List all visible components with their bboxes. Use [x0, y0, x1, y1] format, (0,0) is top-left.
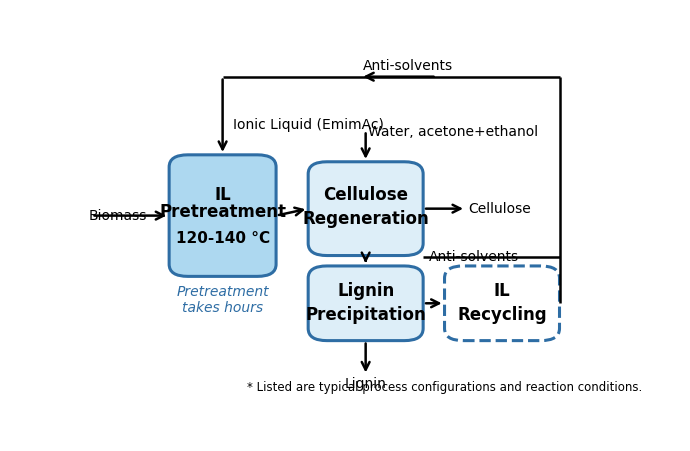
Text: Regeneration: Regeneration: [302, 210, 429, 228]
Text: IL: IL: [493, 282, 511, 300]
Text: Cellulose: Cellulose: [469, 202, 531, 216]
Text: Water, acetone+ethanol: Water, acetone+ethanol: [368, 125, 538, 139]
Text: 120-140 °C: 120-140 °C: [175, 230, 270, 246]
FancyBboxPatch shape: [169, 155, 276, 276]
Text: Recycling: Recycling: [457, 306, 547, 324]
FancyBboxPatch shape: [308, 266, 423, 341]
Text: Cellulose: Cellulose: [323, 186, 408, 204]
Text: Biomass: Biomass: [89, 209, 147, 223]
FancyBboxPatch shape: [444, 266, 560, 341]
Text: Lignin: Lignin: [337, 282, 394, 300]
Text: Precipitation: Precipitation: [305, 306, 426, 324]
Text: IL: IL: [214, 186, 231, 204]
Text: Anti-solvents: Anti-solvents: [363, 59, 453, 73]
Text: Pretreatment: Pretreatment: [159, 203, 286, 221]
Text: Pretreatment
takes hours: Pretreatment takes hours: [177, 285, 269, 315]
Text: Ionic Liquid (EmimAc): Ionic Liquid (EmimAc): [233, 118, 384, 132]
FancyBboxPatch shape: [308, 162, 423, 256]
Text: Anti-solvents: Anti-solvents: [428, 250, 519, 264]
Text: Lignin: Lignin: [345, 377, 386, 391]
Text: * Listed are typical process configurations and reaction conditions.: * Listed are typical process configurati…: [247, 382, 642, 395]
